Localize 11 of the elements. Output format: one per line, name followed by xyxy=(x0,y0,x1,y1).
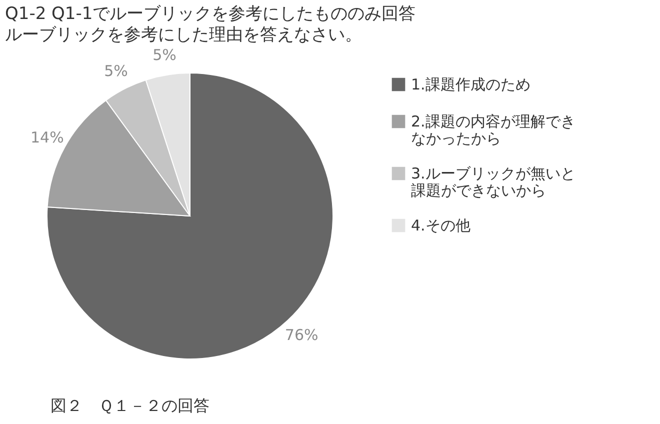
data-label: 5% xyxy=(152,46,176,64)
data-label: 14% xyxy=(30,128,64,146)
caption: 図２ Ｑ１－２の回答 xyxy=(50,396,210,415)
chart-title: Q1-2 Q1-1でルーブリックを参考にしたもののみ回答 xyxy=(5,4,416,24)
legend-label: 3.ルーブリックが無いと課題ができないから xyxy=(411,164,576,200)
legend-label: 4.その他 xyxy=(411,216,470,234)
data-label: 5% xyxy=(104,62,128,80)
legend-label: 2.課題の内容が理解できなかったから xyxy=(411,112,576,148)
chart-subtitle: ルーブリックを参考にした理由を答えなさい。 xyxy=(5,25,362,46)
legend-label: 1.課題作成のため xyxy=(411,76,530,94)
data-label: 76% xyxy=(284,326,318,344)
